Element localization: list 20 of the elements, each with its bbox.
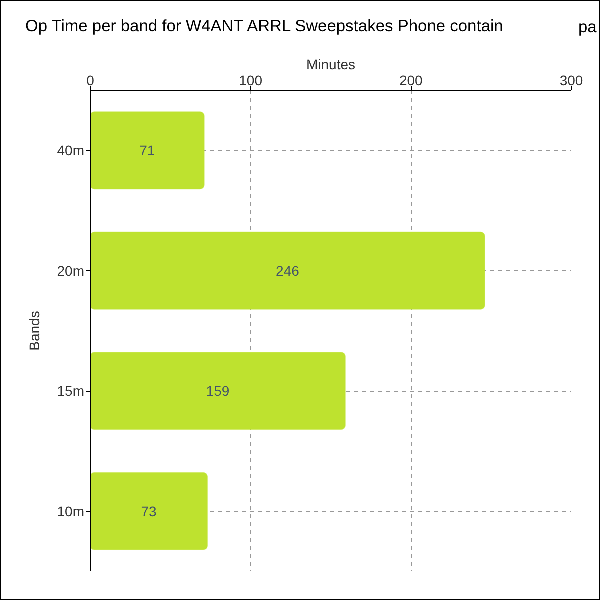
x-tick-label: 100 — [239, 72, 263, 88]
x-tick-label: 0 — [86, 72, 95, 88]
bar — [90, 472, 208, 550]
data-label: 159 — [206, 383, 230, 400]
data-label: 246 — [276, 262, 300, 279]
y-axis-title: Bands — [26, 311, 42, 351]
bar — [90, 112, 205, 190]
y-tick-label: 40m — [57, 142, 84, 159]
x-axis-title: Minutes — [306, 56, 356, 72]
data-label: 73 — [141, 503, 158, 520]
chart-title: Op Time per band for W4ANT ARRL Sweepstakes Phone contain — [26, 18, 504, 36]
x-tick-label: 200 — [399, 72, 424, 88]
bar — [90, 232, 486, 310]
y-tick-label: 15m — [57, 383, 84, 400]
x-tick-label: 300 — [560, 72, 584, 88]
y-tick-label: 10m — [57, 503, 84, 520]
data-label: 71 — [140, 142, 156, 159]
y-tick-label: 20m — [57, 262, 84, 279]
text: pa — [578, 18, 598, 36]
bar — [90, 352, 346, 430]
